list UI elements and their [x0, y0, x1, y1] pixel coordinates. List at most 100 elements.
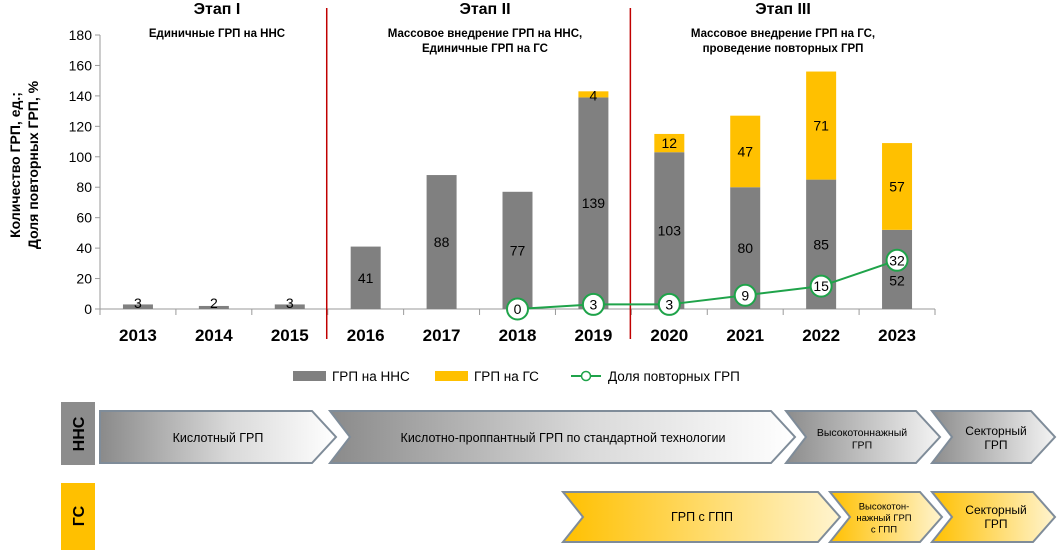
timeline-arrow-label: Кислотно-проппантный ГРП по стандартной …	[401, 431, 726, 445]
line-point	[809, 274, 833, 298]
line-point-label: 0	[514, 301, 522, 317]
line-point	[657, 292, 681, 316]
timeline-arrow-label: Секторный	[965, 503, 1026, 517]
y-tick-label: 100	[69, 149, 93, 165]
stage-title: Этап II	[459, 1, 510, 18]
data-label-gs: 12	[662, 135, 678, 151]
y-axis-title-line2: Доля повторных ГРП, %	[25, 80, 41, 249]
row-label-nns: ННС	[71, 416, 88, 451]
timeline-arrow-label: Кислотный ГРП	[173, 431, 264, 445]
data-label-gs: 71	[813, 118, 829, 134]
line-point-label: 9	[741, 287, 749, 303]
bar-gs	[882, 143, 913, 230]
stage-title: Этап III	[755, 1, 811, 18]
timeline-arrow-label: Высокотоннажный	[817, 427, 907, 439]
bar-nns	[578, 97, 609, 310]
x-tick-label: 2022	[802, 326, 840, 345]
x-tick-label: 2018	[499, 326, 537, 345]
y-axis-title-line1: Количество ГРП, ед.;	[7, 92, 23, 238]
y-tick-label: 140	[69, 88, 93, 104]
line-point	[506, 297, 529, 321]
x-tick-label: 2015	[271, 326, 309, 345]
row-label-gs-box	[61, 483, 95, 550]
row-label-nns-box	[61, 402, 95, 465]
y-tick-label: 60	[76, 210, 92, 226]
line-point	[581, 292, 605, 316]
x-tick-label: 2021	[726, 326, 764, 345]
x-tick-label: 2014	[195, 326, 233, 345]
legend-label-repeat-frac: Доля повторных ГРП	[608, 369, 740, 384]
x-tick-label: 2019	[574, 326, 612, 345]
timeline-arrow-nns	[327, 410, 797, 464]
data-label-gs: 4	[590, 87, 598, 103]
bar-nns	[122, 304, 153, 309]
legend-swatch-gs	[435, 371, 468, 381]
data-label-nns: 139	[582, 195, 606, 211]
bar-gs	[578, 91, 609, 98]
x-tick-label: 2023	[878, 326, 916, 345]
data-label-gs: 57	[889, 178, 905, 194]
line-point-label: 3	[590, 296, 598, 312]
row-label-gs: ГС	[71, 505, 88, 526]
stage-description: проведение повторных ГРП	[703, 43, 864, 55]
timeline-arrow-label: Секторный	[965, 424, 1026, 438]
line-point	[733, 283, 757, 307]
timeline-arrow-gs	[560, 491, 842, 543]
stage-description: Единичные ГРП на ННС	[149, 28, 285, 40]
legend-label-nns: ГРП на ННС	[332, 369, 410, 384]
data-label-gs: 47	[737, 143, 753, 159]
x-tick-label: 2013	[119, 326, 157, 345]
data-label-nns: 85	[813, 236, 829, 252]
data-label-nns: 3	[286, 295, 294, 311]
y-tick-label: 120	[69, 118, 93, 134]
timeline-arrow-label: нажный ГРП	[856, 513, 911, 524]
x-tick-label: 2020	[650, 326, 688, 345]
y-tick-label: 180	[69, 27, 93, 43]
y-tick-label: 80	[76, 179, 92, 195]
y-tick-label: 20	[76, 271, 92, 287]
timeline-arrow-gs	[827, 491, 944, 543]
legend: ГРП на ННС ГРП на ГС Доля повторных ГРП	[293, 369, 740, 384]
data-label-nns: 2	[210, 295, 218, 311]
stage-title: Этап I	[194, 1, 241, 18]
y-axis: 0 20 40 60 80 100 120 140 160 180	[69, 27, 101, 317]
timeline-arrow-nns	[783, 410, 942, 464]
data-label-nns: 41	[358, 270, 374, 286]
bar-nns	[502, 191, 533, 309]
timeline-arrow-label: ГРП с ГПП	[671, 510, 733, 524]
bar-gs	[730, 115, 761, 188]
line-point	[885, 248, 909, 272]
data-label-nns: 52	[889, 272, 905, 288]
timeline-arrow-label: ГРП	[984, 517, 1007, 531]
legend-swatch-nns	[293, 371, 326, 381]
bar-gs	[654, 133, 685, 153]
data-label-nns: 77	[510, 242, 526, 258]
timeline-arrow-label: ГРП	[984, 438, 1007, 452]
x-tick-label: 2016	[347, 326, 385, 345]
bar-nns	[350, 246, 381, 309]
bar-gs	[806, 71, 837, 180]
bar-nns	[198, 305, 229, 309]
data-label-nns: 88	[434, 234, 450, 250]
legend-marker-repeat-frac	[580, 370, 592, 382]
x-tick-label: 2017	[423, 326, 461, 345]
timeline-arrow-label: ГРП	[852, 439, 872, 451]
stage-description: Массовое внедрение ГРП на ННС,	[388, 28, 583, 40]
line-point-label: 3	[665, 296, 673, 312]
stage-description: Массовое внедрение ГРП на ГС,	[691, 28, 875, 40]
y-tick-label: 0	[84, 301, 92, 317]
timeline-arrow-gs	[929, 491, 1057, 543]
repeat-frac-line-layer: 0 3 3 9 15 32	[506, 248, 909, 321]
line-point-label: 15	[813, 278, 829, 294]
data-label-nns: 103	[658, 223, 682, 239]
line-repeat-frac	[517, 259, 898, 310]
bar-nns	[654, 152, 685, 309]
line-point-label: 32	[889, 252, 905, 268]
bar-nns	[274, 304, 305, 309]
data-label-nns: 80	[737, 240, 753, 256]
timeline-arrow-nns	[929, 410, 1057, 464]
data-label-nns: 3	[134, 295, 142, 311]
technology-timeline: ННС Кислотный ГРП Кислотно-проппантный ГРП…	[61, 402, 1057, 550]
